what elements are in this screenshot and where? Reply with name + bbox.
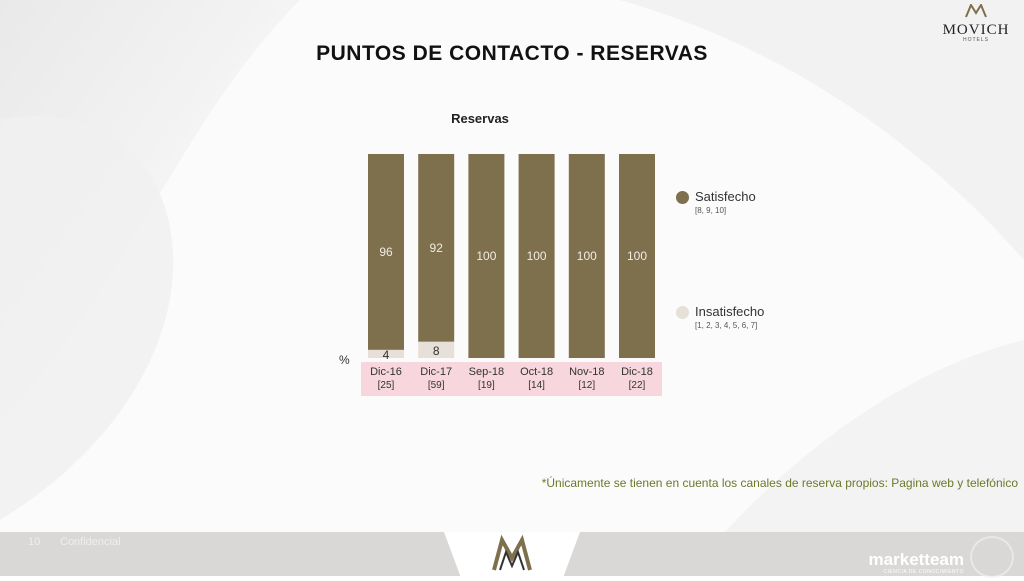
legend-satisfecho-swatch [676,191,689,204]
legend-satisfecho-label: Satisfecho [695,189,756,204]
bar-satisfecho-Dic-18 [619,154,655,358]
movich-logo: MOVICH HOTELS [936,2,1016,43]
data-label-satisfecho: 96 [379,245,393,259]
bar-satisfecho-Dic-16 [368,154,404,350]
data-label-satisfecho: 92 [430,241,444,255]
data-label-satisfecho: 100 [527,249,547,263]
stacked-bar-chart: % 4 96 Dic-16 [25] 8 92 Dic-17 [59] 100 Sep-18 [19]… [339,154,662,396]
base-size-label: [14] [528,380,545,391]
data-label-satisfecho: 100 [577,249,597,263]
data-label-insatisfecho: 4 [383,348,390,362]
base-size-label: [59] [428,380,445,391]
bar-satisfecho-Dic-17 [418,154,455,342]
marketteam-brain-icon [970,536,1014,578]
movich-brand-sub: HOTELS [962,37,989,43]
chart-title: Reservas [451,111,509,126]
legend-satisfecho-scale: [8, 9, 10] [695,206,727,215]
data-label-insatisfecho: 8 [433,344,440,358]
x-tick-label: Dic-17 [420,366,452,378]
category-band [361,362,662,396]
movich-mark-icon [965,2,987,18]
base-size-label: [19] [478,380,495,391]
legend-insatisfecho-scale: [1, 2, 3, 4, 5, 6, 7] [695,321,758,330]
base-size-label: [25] [378,380,395,391]
x-tick-label: Nov-18 [569,366,604,378]
footnote: *Únicamente se tienen en cuenta los cana… [541,476,1018,490]
x-tick-label: Sep-18 [469,366,504,378]
marketteam-logo: marketteam [868,550,964,569]
footer-center-logo [444,532,580,576]
bar-insatisfecho-Dic-16 [368,349,404,358]
bar-satisfecho-Nov-18 [568,154,605,358]
legend-insatisfecho-swatch [676,306,689,319]
page-title: PUNTOS DE CONTACTO - RESERVAS [316,42,708,65]
confidential-label: Confidencial [60,536,121,548]
bar-satisfecho-Oct-18 [518,154,555,358]
marketteam-tagline: CIENCIA DE CONOCIMIENTO [883,569,964,575]
base-size-label: [22] [629,380,646,391]
x-tick-label: Oct-18 [520,366,553,378]
base-size-label: [12] [578,380,595,391]
x-tick-label: Dic-18 [621,366,653,378]
footer-bar: 10 Confidencial marketteam CIENCIA DE CO… [0,532,1024,578]
bar-insatisfecho-Dic-17 [418,341,455,358]
data-label-satisfecho: 100 [627,249,647,263]
y-axis-label: % [339,353,350,367]
data-label-satisfecho: 100 [476,249,496,263]
x-tick-label: Dic-16 [370,366,402,378]
movich-footer-mark-icon [492,534,532,571]
page-number: 10 [28,536,41,548]
movich-brand-text: MOVICH [942,22,1010,38]
bar-satisfecho-Sep-18 [468,154,505,358]
legend-insatisfecho-label: Insatisfecho [695,304,765,319]
